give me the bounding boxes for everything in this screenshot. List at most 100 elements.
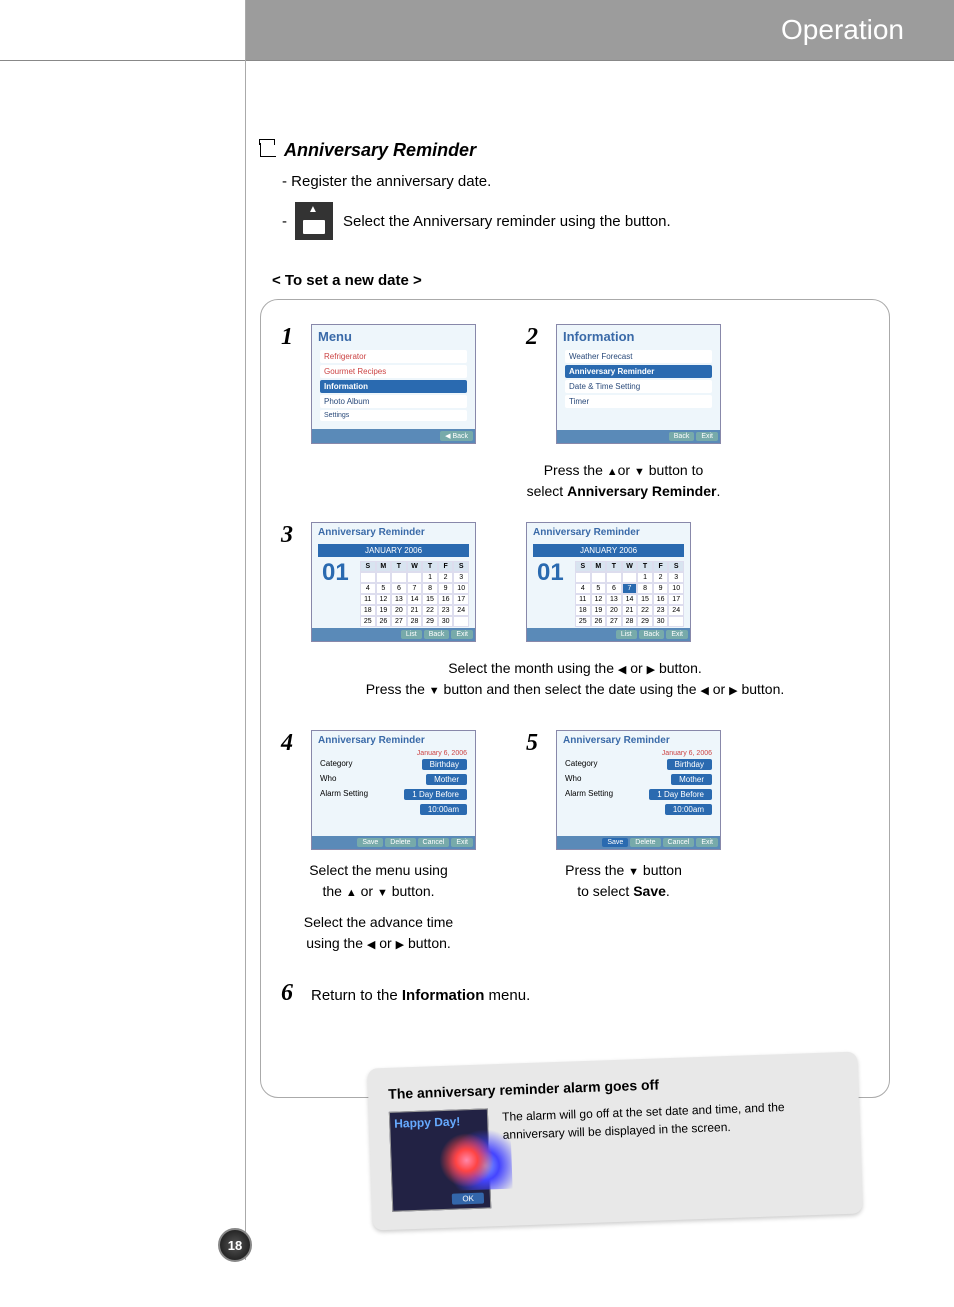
dh: T bbox=[637, 561, 653, 572]
lbl: Who bbox=[565, 774, 581, 785]
info-item: Weather Forecast bbox=[565, 350, 712, 363]
down-icon: ▼ bbox=[634, 466, 645, 478]
c: 10 bbox=[453, 583, 469, 594]
c: 21 bbox=[407, 605, 423, 616]
shot-set-title: Anniversary Reminder bbox=[312, 731, 475, 750]
t: . bbox=[716, 483, 720, 499]
c bbox=[407, 572, 423, 583]
shot-date: January 6, 2006 bbox=[557, 750, 720, 757]
exit-btn: Exit bbox=[451, 630, 473, 639]
screenshot-settings-1: Anniversary Reminder January 6, 2006 Cat… bbox=[311, 730, 476, 850]
screenshot-info: Information Weather Forecast Anniversary… bbox=[556, 324, 721, 444]
c: 5 bbox=[376, 583, 392, 594]
c bbox=[376, 572, 392, 583]
intro-line-2-text: Select the Anniversary reminder using th… bbox=[343, 213, 671, 230]
back-btn: ◀ Back bbox=[440, 431, 473, 441]
section-title: Anniversary Reminder bbox=[260, 140, 890, 161]
c: 6 bbox=[391, 583, 407, 594]
up-icon: ▲ bbox=[346, 887, 357, 899]
c-sel: 7 bbox=[622, 583, 638, 594]
shot-btns: ListBackExit bbox=[312, 628, 475, 641]
set-row: Who Mother bbox=[557, 772, 720, 787]
down-icon: ▼ bbox=[377, 887, 388, 899]
step-5-caption: Press the ▼ button to select Save. bbox=[565, 860, 682, 902]
t: Select the advance time bbox=[304, 914, 453, 930]
val: Mother bbox=[671, 774, 712, 785]
c: 17 bbox=[668, 594, 684, 605]
section-title-text: Anniversary Reminder bbox=[284, 140, 476, 161]
t: Press the bbox=[544, 462, 607, 478]
c: 8 bbox=[637, 583, 653, 594]
screenshot-cal-1: Anniversary Reminder JANUARY 2006 01 SMT… bbox=[311, 522, 476, 642]
step-5: 5 Anniversary Reminder January 6, 2006 C… bbox=[526, 730, 721, 902]
shot-btns: ListBackExit bbox=[527, 628, 690, 641]
dh: S bbox=[668, 561, 684, 572]
dh: T bbox=[606, 561, 622, 572]
c: 2 bbox=[653, 572, 669, 583]
lbl: Category bbox=[320, 759, 352, 770]
back-btn: Back bbox=[669, 432, 695, 441]
note-text: The alarm will go off at the set date an… bbox=[502, 1096, 840, 1144]
val: Birthday bbox=[667, 759, 712, 770]
divider-vertical bbox=[245, 0, 246, 1260]
t: the bbox=[322, 883, 345, 899]
t: menu. bbox=[484, 987, 530, 1004]
t: Select the month using the bbox=[448, 660, 618, 676]
del-btn: Delete bbox=[630, 838, 660, 847]
val: 1 Day Before bbox=[404, 789, 467, 800]
c: 21 bbox=[622, 605, 638, 616]
shot-set-title: Anniversary Reminder bbox=[557, 731, 720, 750]
page-number: 18 bbox=[218, 1228, 252, 1262]
bullet-icon bbox=[260, 143, 276, 157]
dh: T bbox=[422, 561, 438, 572]
menu-item-selected: Information bbox=[320, 380, 467, 393]
t: button. bbox=[738, 681, 785, 697]
c: 22 bbox=[422, 605, 438, 616]
lbl: Who bbox=[320, 774, 336, 785]
c: 3 bbox=[668, 572, 684, 583]
shot-date: January 6, 2006 bbox=[312, 750, 475, 757]
note-image: Happy Day! OK bbox=[389, 1108, 491, 1211]
step-3-caption: Select the month using the ◀ or ▶ button… bbox=[281, 658, 869, 700]
c: 17 bbox=[453, 594, 469, 605]
lbl: Alarm Setting bbox=[565, 789, 613, 800]
t: button and then select the date using th… bbox=[440, 681, 701, 697]
t: or bbox=[618, 462, 634, 478]
c: 7 bbox=[407, 583, 423, 594]
header-tab: Operation bbox=[245, 0, 954, 60]
left-icon: ◀ bbox=[700, 685, 708, 697]
c: 25 bbox=[575, 616, 591, 627]
set-row: WhoMother bbox=[312, 772, 475, 787]
step-2: 2 Information Weather Forecast Anniversa… bbox=[526, 324, 721, 502]
c: 18 bbox=[575, 605, 591, 616]
set-row: CategoryBirthday bbox=[312, 757, 475, 772]
dh: F bbox=[438, 561, 454, 572]
t: or bbox=[626, 660, 646, 676]
del-btn: Delete bbox=[385, 838, 415, 847]
right-icon: ▶ bbox=[729, 685, 737, 697]
cancel-btn: Cancel bbox=[418, 838, 450, 847]
step-6: 6 Return to the Information menu. bbox=[281, 980, 869, 1007]
menu-item: Settings bbox=[320, 410, 467, 421]
c: 27 bbox=[391, 616, 407, 627]
step-4: 4 Anniversary Reminder January 6, 2006 C… bbox=[281, 730, 476, 954]
c: 2 bbox=[438, 572, 454, 583]
lbl: Alarm Setting bbox=[320, 789, 368, 800]
set-row: 10:00am bbox=[557, 802, 720, 817]
big-num: 01 bbox=[537, 559, 564, 587]
divider-top bbox=[0, 60, 954, 61]
ok-button: OK bbox=[452, 1193, 484, 1205]
right-icon: ▶ bbox=[647, 664, 655, 676]
content-area: Anniversary Reminder - Register the anni… bbox=[260, 140, 890, 1098]
t: button to bbox=[645, 462, 703, 478]
save-btn: Save bbox=[357, 838, 383, 847]
list-btn: List bbox=[616, 630, 637, 639]
big-num: 01 bbox=[322, 559, 349, 587]
exit-btn: Exit bbox=[451, 838, 473, 847]
c: 15 bbox=[422, 594, 438, 605]
c: 29 bbox=[422, 616, 438, 627]
note-body: Happy Day! OK The alarm will go off at t… bbox=[389, 1096, 842, 1212]
shot-info-title: Information bbox=[557, 325, 720, 348]
shot-btns: SaveDeleteCancelExit bbox=[557, 836, 720, 849]
cal-grid: SMTWTFS 123 45678910 11121314151617 1819… bbox=[569, 559, 690, 629]
